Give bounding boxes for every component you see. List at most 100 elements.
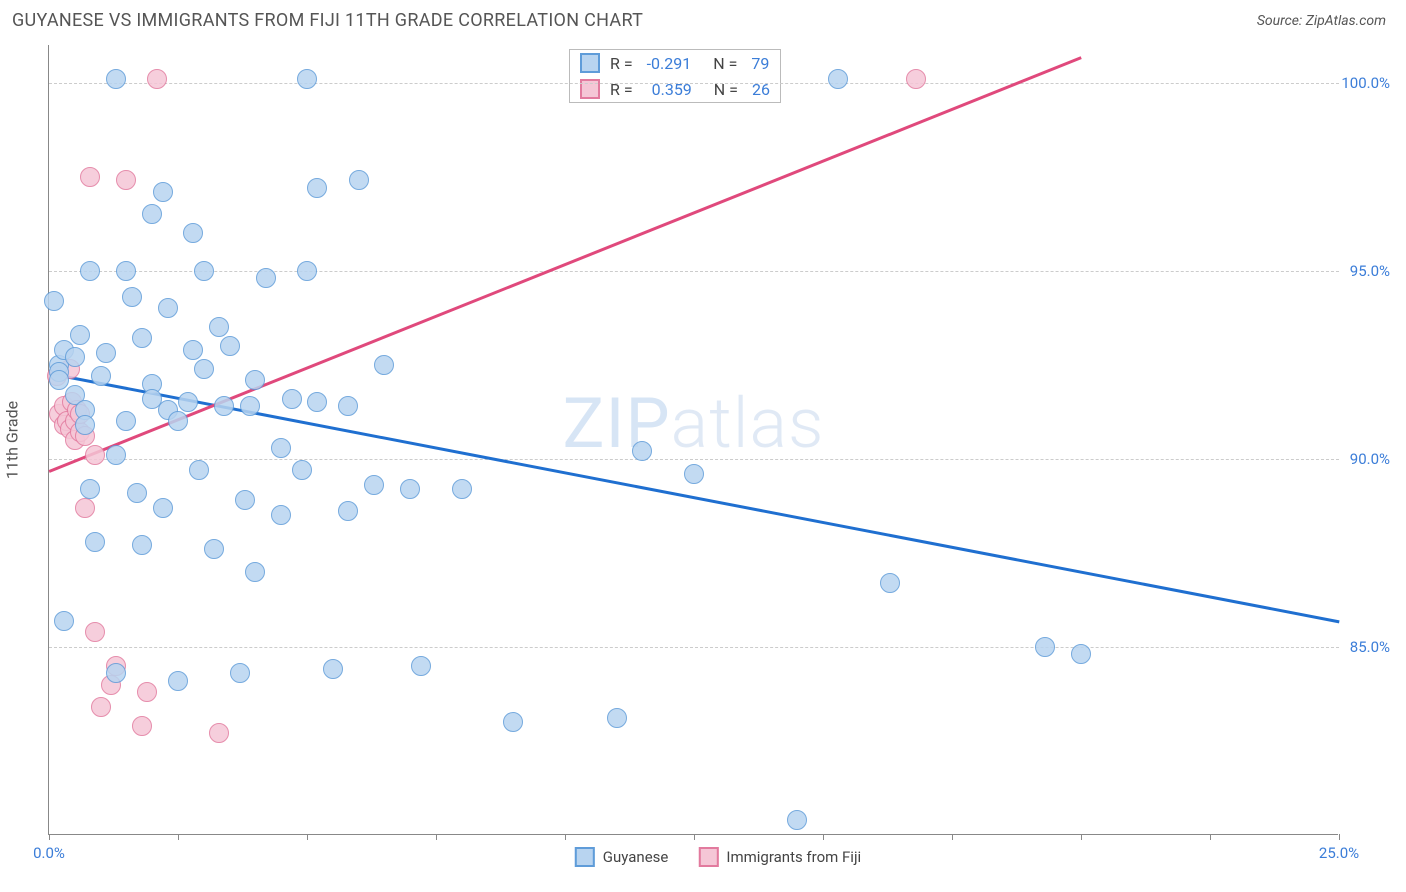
scatter-point — [80, 261, 100, 281]
scatter-point — [271, 438, 291, 458]
bottom-legend: Guyanese Immigrants from Fiji — [575, 847, 861, 867]
scatter-point — [364, 475, 384, 495]
scatter-point — [54, 611, 74, 631]
scatter-point — [80, 167, 100, 187]
watermark-atlas: atlas — [671, 383, 825, 465]
scatter-point — [96, 343, 116, 363]
x-tick — [436, 834, 437, 840]
scatter-point — [75, 415, 95, 435]
scatter-point — [153, 182, 173, 202]
x-tick-label: 0.0% — [33, 844, 65, 862]
scatter-point — [209, 317, 229, 337]
scatter-point — [106, 445, 126, 465]
scatter-point — [204, 539, 224, 559]
scatter-point — [235, 490, 255, 510]
scatter-point — [142, 204, 162, 224]
x-tick-label: 25.0% — [1319, 844, 1359, 862]
scatter-point — [194, 359, 214, 379]
scatter-point — [240, 396, 260, 416]
scatter-point — [411, 656, 431, 676]
x-tick — [565, 834, 566, 840]
scatter-point — [44, 291, 64, 311]
x-tick — [952, 834, 953, 840]
scatter-point — [70, 325, 90, 345]
scatter-point — [880, 573, 900, 593]
scatter-point — [245, 562, 265, 582]
chart-container: 11th Grade ZIPatlas R = -0.291 N = 79 R … — [48, 45, 1388, 835]
scatter-point — [168, 671, 188, 691]
y-tick-label: 90.0% — [1350, 450, 1390, 468]
x-tick — [1210, 834, 1211, 840]
scatter-point — [828, 69, 848, 89]
correlation-row-2: R = 0.359 N = 26 — [570, 76, 780, 102]
scatter-point — [787, 810, 807, 830]
scatter-point — [137, 682, 157, 702]
scatter-point — [271, 505, 291, 525]
chart-header: GUYANESE VS IMMIGRANTS FROM FIJI 11TH GR… — [0, 0, 1406, 39]
scatter-point — [75, 498, 95, 518]
scatter-point — [132, 328, 152, 348]
scatter-point — [49, 370, 69, 390]
scatter-point — [307, 392, 327, 412]
scatter-point — [194, 261, 214, 281]
scatter-point — [85, 532, 105, 552]
scatter-point — [349, 170, 369, 190]
x-tick — [307, 834, 308, 840]
scatter-point — [632, 441, 652, 461]
x-tick — [178, 834, 179, 840]
scatter-point — [245, 370, 265, 390]
y-tick-label: 95.0% — [1350, 262, 1390, 280]
scatter-point — [1071, 644, 1091, 664]
scatter-point — [122, 287, 142, 307]
scatter-point — [684, 464, 704, 484]
scatter-point — [297, 261, 317, 281]
scatter-point — [189, 460, 209, 480]
chart-title: GUYANESE VS IMMIGRANTS FROM FIJI 11TH GR… — [12, 10, 643, 31]
scatter-point — [400, 479, 420, 499]
scatter-point — [132, 716, 152, 736]
scatter-point — [168, 411, 188, 431]
source-attribution: Source: ZipAtlas.com — [1257, 13, 1386, 29]
scatter-point — [106, 69, 126, 89]
scatter-point — [91, 366, 111, 386]
grid-line — [49, 459, 1339, 460]
x-tick — [823, 834, 824, 840]
scatter-point — [106, 663, 126, 683]
n-value-1: 79 — [751, 54, 769, 73]
scatter-point — [256, 268, 276, 288]
scatter-point — [220, 336, 240, 356]
legend-label-guyanese: Guyanese — [603, 848, 669, 866]
scatter-point — [85, 622, 105, 642]
scatter-point — [178, 392, 198, 412]
y-axis-label: 11th Grade — [3, 401, 22, 479]
scatter-point — [127, 483, 147, 503]
scatter-point — [323, 659, 343, 679]
scatter-point — [282, 389, 302, 409]
scatter-point — [116, 170, 136, 190]
n-label: N = — [713, 54, 737, 73]
y-tick-label: 100.0% — [1341, 74, 1390, 92]
scatter-point — [1035, 637, 1055, 657]
scatter-point — [307, 178, 327, 198]
x-tick — [694, 834, 695, 840]
scatter-point — [116, 261, 136, 281]
scatter-point — [292, 460, 312, 480]
scatter-point — [116, 411, 136, 431]
scatter-point — [214, 396, 234, 416]
watermark-zip: ZIP — [563, 383, 671, 465]
scatter-point — [338, 501, 358, 521]
grid-line — [49, 83, 1339, 84]
r-value-1: -0.291 — [647, 54, 692, 73]
watermark: ZIPatlas — [563, 383, 825, 465]
scatter-point — [65, 347, 85, 367]
correlation-legend: R = -0.291 N = 79 R = 0.359 N = 26 — [569, 49, 781, 103]
y-tick-label: 85.0% — [1350, 638, 1390, 656]
scatter-point — [906, 69, 926, 89]
scatter-point — [147, 69, 167, 89]
scatter-point — [230, 663, 250, 683]
scatter-point — [153, 498, 173, 518]
legend-item-guyanese: Guyanese — [575, 847, 669, 867]
plot-area: ZIPatlas R = -0.291 N = 79 R = 0.359 N =… — [48, 45, 1338, 835]
scatter-point — [132, 535, 152, 555]
scatter-point — [158, 298, 178, 318]
